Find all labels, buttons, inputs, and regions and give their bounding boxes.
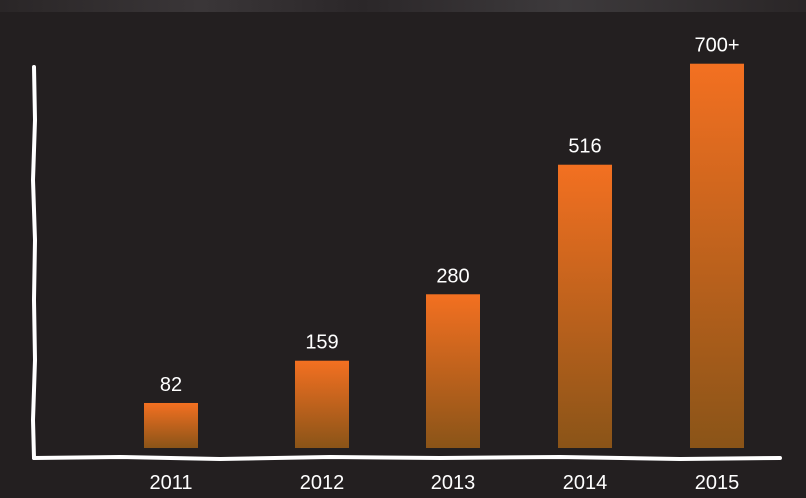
axes-layer <box>30 65 782 462</box>
labels-layer: 82 2011 159 2012 280 2013 516 2014 700+ 2015 <box>149 35 739 494</box>
bar-2015 <box>690 63 744 448</box>
x-tick-label-2013: 2013 <box>431 472 476 494</box>
x-tick-label-2011: 2011 <box>149 472 192 494</box>
bars-layer <box>144 63 744 448</box>
data-label-2012: 159 <box>305 332 338 354</box>
bar-2014 <box>558 164 612 448</box>
x-tick-label-2012: 2012 <box>300 472 345 494</box>
data-label-2013: 280 <box>436 265 469 287</box>
data-label-2015: 700+ <box>694 35 739 57</box>
bar-2012 <box>295 360 349 448</box>
y-axis-line <box>30 65 38 460</box>
bar-2013 <box>426 294 480 448</box>
x-tick-label-2014: 2014 <box>563 472 608 494</box>
bar-2011 <box>144 402 198 448</box>
x-tick-label-2015: 2015 <box>695 472 740 494</box>
top-video-strip <box>0 0 806 12</box>
data-label-2014: 516 <box>568 136 601 158</box>
data-label-2011: 82 <box>160 374 182 396</box>
x-axis-line <box>32 454 782 462</box>
